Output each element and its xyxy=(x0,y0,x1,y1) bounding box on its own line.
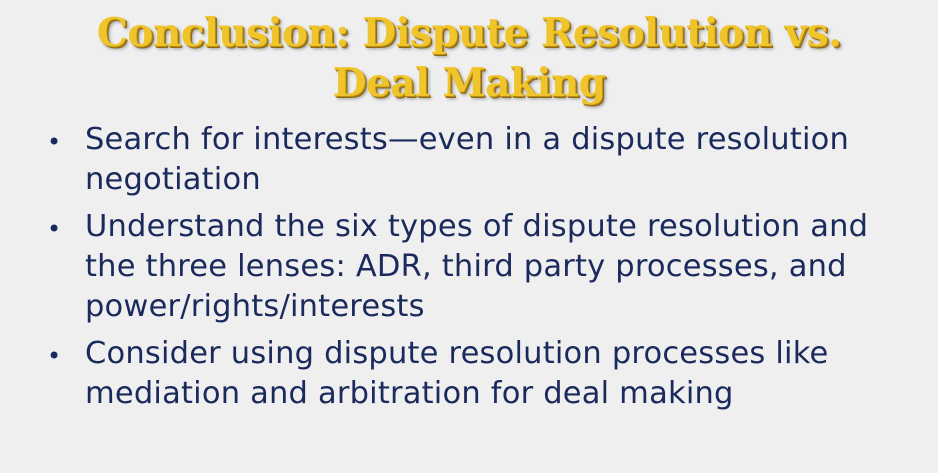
bullet-text: Consider using dispute resolution proces… xyxy=(85,336,829,411)
bullet-item: • Consider using dispute resolution proc… xyxy=(44,334,914,414)
bullet-text: Understand the six types of dispute reso… xyxy=(85,209,869,324)
slide-title: Conclusion: Dispute Resolution vs. Deal … xyxy=(40,8,898,108)
bullet-list: • Search for interests—even in a dispute… xyxy=(44,120,914,421)
bullet-item: • Understand the six types of dispute re… xyxy=(44,207,914,327)
slide-title-line-2: Deal Making xyxy=(332,60,606,106)
slide-title-line-1: Conclusion: Dispute Resolution vs. xyxy=(96,10,842,56)
bullet-dot-icon: • xyxy=(47,342,62,370)
bullet-dot-icon: • xyxy=(47,215,62,243)
bullet-text: Search for interests—even in a dispute r… xyxy=(85,122,850,197)
bullet-item: • Search for interests—even in a dispute… xyxy=(44,120,914,200)
bullet-dot-icon: • xyxy=(47,128,62,156)
